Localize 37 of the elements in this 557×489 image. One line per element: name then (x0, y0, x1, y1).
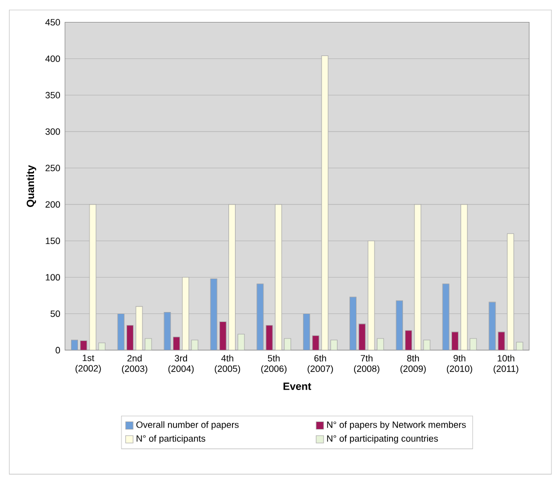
bar (126, 325, 134, 350)
bar (358, 324, 366, 350)
x-tick-label: 2nd (2003) (122, 354, 148, 374)
y-tick-label: 400 (45, 55, 60, 62)
bar (266, 325, 273, 350)
x-tick-label: 4th (2005) (214, 354, 240, 374)
y-tick-label: 450 (45, 19, 60, 26)
x-tick-label: 1st (2002) (76, 354, 101, 374)
bar (172, 336, 180, 350)
y-tick-label: 250 (46, 164, 60, 172)
legend-label: Overall number of papers (136, 421, 239, 430)
y-tick-label: 50 (50, 310, 60, 317)
x-tick-label: 9th (2010) (446, 354, 472, 374)
x-axis-title: Event (284, 382, 312, 390)
x-tick-label: 10th (2011) (494, 354, 518, 374)
bar (405, 330, 412, 350)
bar (498, 332, 505, 350)
y-tick-label: 0 (56, 346, 60, 354)
x-tick-label: 8th (2009) (400, 354, 426, 374)
y-tick-label: 150 (46, 238, 60, 244)
bar (219, 321, 226, 350)
y-tick-label: 350 (45, 92, 60, 98)
legend-label: N° of participating countries (327, 435, 438, 444)
y-tick-label: 200 (46, 201, 60, 208)
y-axis-title: Quantity (26, 165, 36, 207)
bar (80, 340, 88, 350)
y-tick-label: 100 (46, 274, 60, 281)
bar (312, 335, 320, 350)
y-tick-label: 300 (45, 128, 60, 135)
x-tick-label: 7th (2008) (354, 354, 380, 374)
x-tick-label: 6th (2007) (308, 354, 333, 374)
bar (451, 332, 458, 350)
legend-label: N° of papers by Network members (327, 421, 466, 430)
legend-label: N° of participants (136, 435, 206, 444)
x-tick-label: 5th (2006) (261, 354, 286, 374)
bar (70, 340, 78, 350)
x-tick-label: 3rd (2004) (168, 354, 194, 374)
